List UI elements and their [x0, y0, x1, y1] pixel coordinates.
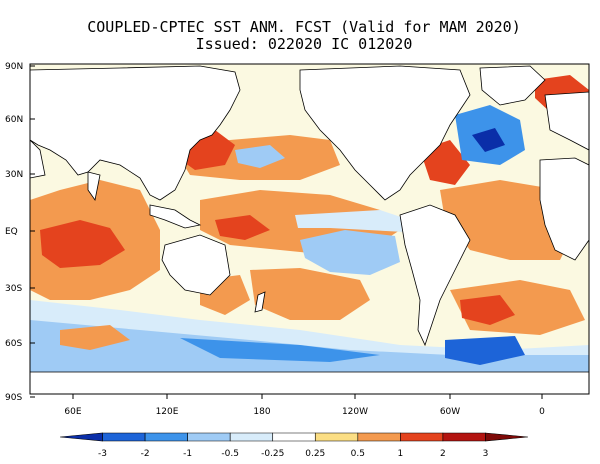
anomaly-east-pacific-cool	[300, 230, 400, 275]
colorbar-swatch	[229, 432, 274, 442]
map-frame	[29, 63, 590, 395]
land-africa-east	[539, 157, 589, 261]
lat-label: 30S	[5, 284, 22, 294]
colorbar-swatch	[485, 432, 529, 442]
anomaly-weddell-cool	[445, 336, 525, 365]
lon-label: 180	[253, 407, 270, 417]
colorbar-tick-label: 0.5	[351, 449, 365, 459]
anomaly-south-pacific-warm	[250, 268, 370, 320]
colorbar-swatch	[314, 432, 359, 442]
anomaly-kuroshio-cool	[235, 145, 285, 168]
colorbar-swatch	[187, 432, 231, 442]
lon-label: 0	[539, 407, 545, 417]
colorbar-tick-label: 2	[440, 449, 446, 459]
lon-label: 120E	[156, 407, 179, 417]
anomaly-labrador-core	[472, 128, 505, 152]
colorbar-tick-label: 1	[397, 449, 403, 459]
colorbar-tick-label: -0.5	[221, 449, 239, 459]
anomaly-cold-tongue-pale	[295, 210, 410, 232]
land-north-america	[299, 65, 471, 201]
land-maritime-continent	[149, 204, 202, 229]
colorbar-tick-label: -3	[98, 449, 107, 459]
colorbar-tick-label: -0.25	[261, 449, 284, 459]
colorbar-swatch	[59, 432, 103, 442]
anomaly-equatorial-hot	[215, 215, 270, 240]
anomaly-southern-ocean-blue	[180, 338, 380, 362]
lat-label: 60N	[5, 115, 23, 125]
anomaly-indian-ocean-hot	[40, 220, 125, 268]
land-india	[87, 171, 101, 201]
colorbar-tick-label: 0.25	[305, 449, 325, 459]
map-plot-area	[30, 64, 589, 394]
title-line-1: COUPLED-CPTEC SST ANM. FCST (Valid for M…	[87, 18, 520, 36]
land-south-america	[399, 204, 471, 347]
lat-label: 90S	[5, 393, 22, 403]
colorbar-swatch	[400, 432, 444, 442]
colorbar-tick-label: 3	[483, 449, 489, 459]
land-masses	[30, 65, 589, 394]
lon-label: 60W	[440, 407, 460, 417]
colorbar-swatch	[144, 432, 188, 442]
colorbar-tick-label: -2	[141, 449, 150, 459]
land-africa-west	[30, 139, 46, 179]
latitude-axis: 90N 60N 30N EQ 30S 60S 90S	[5, 62, 35, 403]
lat-label: 90N	[5, 62, 23, 72]
land-new-zealand	[254, 291, 266, 313]
land-europe	[544, 91, 589, 151]
lat-label: EQ	[5, 227, 18, 237]
lat-label: 30N	[5, 170, 23, 180]
lat-label: 60S	[5, 339, 22, 349]
colorbar-swatch	[102, 432, 146, 442]
land-australia	[161, 234, 231, 296]
anomaly-southern-indian-warm	[60, 325, 130, 350]
colorbar-swatch	[272, 432, 316, 442]
colorbar-tick-label: -1	[183, 449, 192, 459]
colorbar-swatch	[357, 432, 401, 442]
land-antarctica	[30, 371, 589, 394]
colorbar-swatch	[442, 432, 486, 442]
land-eurasia	[30, 65, 241, 201]
anomaly-south-atlantic-hot	[460, 295, 515, 325]
colorbar: -3 -2 -1 -0.5 -0.25 0.25 0.5 1 2 3	[59, 432, 529, 459]
longitude-axis: 60E 120E 180 120W 60W 0	[64, 394, 545, 417]
anomaly-southern-ocean-cool	[30, 320, 589, 372]
lon-label: 60E	[64, 407, 81, 417]
land-greenland	[479, 65, 546, 106]
lon-label: 120W	[342, 407, 368, 417]
title-line-2: Issued: 022020 IC 012020	[196, 35, 413, 53]
